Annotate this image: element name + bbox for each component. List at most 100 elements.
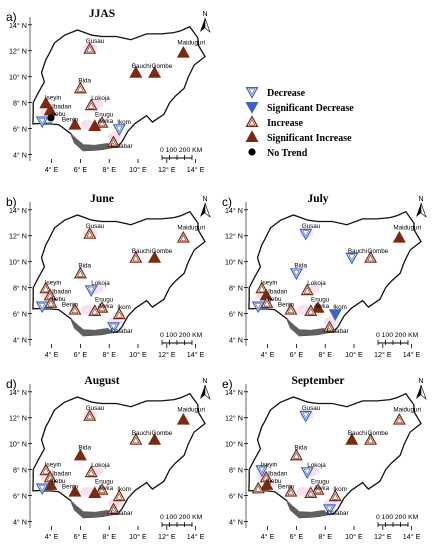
stations: Gusau Maiduguri Bida Bauchi Gombe Iseyin Ibada… — [35, 38, 205, 150]
station-label-awka: Awka — [98, 118, 114, 125]
map-panel-june: 14° N 12° N 10° N 8° N 6° N 4° N 4° E 6° E 8° E 1… — [2, 187, 215, 367]
panel-letter: a) — [6, 10, 17, 24]
station-label-benin: Benin — [62, 484, 79, 491]
station-label-enugu: Enugu — [311, 297, 330, 304]
station-marker-bauchi-inner — [132, 436, 140, 444]
station-marker-lagos-inner — [254, 303, 262, 310]
lon-label: 4° E — [45, 350, 59, 359]
north-arrow-right — [204, 384, 211, 400]
legend-marker-significant_decrease — [245, 102, 259, 114]
legend-label-no_trend: No Trend — [267, 148, 308, 159]
panel-title: August — [84, 375, 119, 387]
station-marker-iseyin — [255, 465, 269, 478]
station-marker-gombe — [364, 433, 378, 445]
lagos-lagoon — [40, 307, 53, 310]
lat-label: 8° N — [13, 99, 27, 108]
station-marker-lagos — [251, 301, 265, 314]
scale-bar: 0 100 200 KM — [376, 332, 419, 345]
north-letter: N — [202, 378, 207, 385]
station-marker-benin-inner — [287, 488, 295, 496]
panel-title: September — [291, 375, 344, 387]
station-marker-benin-inner — [287, 306, 295, 314]
stations: Gusau Maiduguri Bida Bauchi Gombe Iseyin Ibada… — [35, 223, 205, 335]
map-svg-e: 14° N 12° N 10° N 8° N 6° N 4° N 4° E 6° E 8° E 1… — [222, 375, 427, 541]
lon-label: 10° E — [345, 532, 363, 541]
station-label-enugu: Enugu — [95, 112, 114, 119]
lat-label: 10° N — [9, 440, 27, 449]
scale-bar: 0 100 200 KM — [160, 332, 203, 345]
station-marker-ikom — [328, 309, 342, 321]
station-marker-enugu — [311, 482, 325, 495]
panel-title: July — [307, 193, 328, 205]
station-marker-awka — [88, 304, 102, 316]
north-arrow-left — [200, 203, 205, 217]
lon-label: 4° E — [45, 532, 59, 541]
scale-bar: 0 100 200 KM — [160, 147, 203, 160]
station-marker-awka-inner — [307, 307, 315, 315]
station-label-ikom: Ikom — [117, 119, 131, 126]
station-marker-iseyin-inner — [42, 285, 50, 292]
north-letter: N — [418, 196, 423, 203]
station-label-ibadan: Ibadan — [52, 103, 72, 110]
station-label-bauchi: Bauchi — [132, 248, 151, 255]
legend-item-significant_decrease: Significant Decrease — [245, 102, 354, 114]
station-marker-ijebu — [260, 478, 274, 490]
legend-item-increase: Increase — [245, 115, 303, 129]
station-marker-ijebu-inner — [263, 299, 271, 307]
lon-label: 6° E — [74, 165, 88, 174]
lat-label: 14° N — [9, 21, 27, 30]
lon-label: 10° E — [129, 350, 147, 359]
lat-label: 8° N — [229, 284, 243, 293]
legend-label-increase: Increase — [267, 118, 303, 129]
north-arrow-icon: N — [200, 196, 211, 218]
station-label-iseyin: Iseyin — [45, 279, 62, 286]
map-panel-july: 14° N 12° N 10° N 8° N 6° N 4° N 4° E 6° E 8° E 1… — [218, 187, 431, 367]
north-arrow-right — [204, 202, 211, 218]
lon-label: 10° E — [345, 350, 363, 359]
station-marker-enugu-inner — [98, 119, 106, 127]
panel-title: JJAS — [89, 8, 115, 20]
coastal-delta — [286, 318, 330, 337]
station-marker-enugu — [95, 482, 109, 495]
station-marker-gombe — [148, 66, 162, 78]
station-marker-gombe — [364, 251, 378, 263]
lon-label: 14° E — [187, 350, 205, 359]
station-label-bauchi: Bauchi — [348, 430, 367, 437]
station-marker-gusau — [299, 410, 313, 423]
station-label-lokoja: Lokoja — [91, 462, 110, 469]
station-label-bida: Bida — [294, 262, 307, 269]
lat-label: 8° N — [13, 466, 27, 475]
station-marker-benin — [68, 484, 82, 497]
station-marker-bauchi-inner — [132, 254, 140, 262]
station-marker-calabar-inner — [110, 506, 117, 513]
station-marker-iseyin — [255, 281, 269, 294]
lagos-lagoon — [40, 122, 53, 125]
station-marker-bida-inner — [77, 270, 84, 277]
station-label-ijebu: Ijebu — [268, 478, 282, 485]
station-marker-bauchi — [129, 251, 143, 263]
station-label-gombe: Gombe — [152, 63, 173, 70]
station-marker-bauchi — [345, 433, 359, 445]
scale-label: 0 100 200 KM — [160, 332, 203, 339]
lat-label: 4° N — [229, 336, 243, 345]
station-marker-ijebu — [47, 114, 55, 122]
legend-label-decrease: Decrease — [267, 88, 306, 99]
station-marker-lagos — [35, 483, 49, 496]
station-label-enugu: Enugu — [95, 297, 114, 304]
station-label-calabar: Calabar — [111, 510, 133, 517]
lon-label: 6° E — [74, 350, 88, 359]
station-marker-bida-inner — [77, 85, 84, 92]
station-label-awka: Awka — [98, 303, 114, 310]
lat-label: 14° N — [225, 388, 243, 397]
coastal-delta — [70, 318, 114, 337]
lat-label: 10° N — [9, 258, 27, 267]
stations: Gusau Maiduguri Bida Bauchi Gombe Iseyin Ibada… — [251, 405, 421, 517]
station-marker-benin — [284, 484, 298, 497]
scale-bar: 0 100 200 KM — [376, 514, 419, 527]
lon-label: 14° E — [403, 350, 421, 359]
station-label-iseyin: Iseyin — [45, 94, 62, 101]
station-marker-lagos-inner — [38, 303, 46, 310]
station-marker-maiduguri — [176, 45, 190, 58]
station-marker-lagos — [251, 481, 265, 494]
station-label-lokoja: Lokoja — [307, 462, 326, 469]
